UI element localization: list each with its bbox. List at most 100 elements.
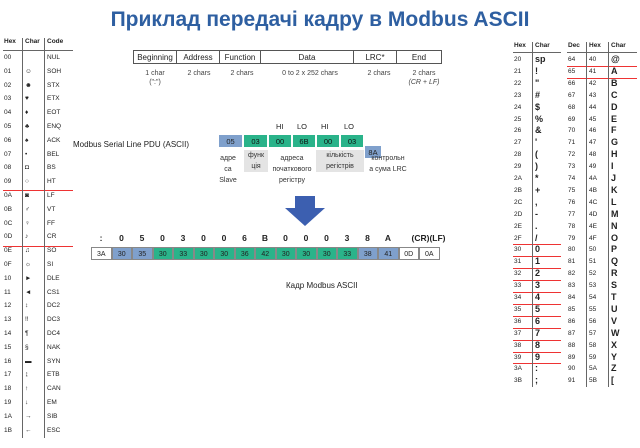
table-row: 82 52 R — [568, 268, 618, 279]
table-header: Hex — [589, 42, 601, 49]
size-lrc: 2 chars — [367, 70, 391, 77]
frame-hex-cell: 30 — [111, 247, 132, 260]
frame-char: 0 — [221, 233, 227, 243]
table-row: 22 " — [514, 77, 540, 88]
table-header: Dec — [568, 42, 580, 49]
frame-char: 8 — [365, 233, 370, 243]
table-row: 05 ♣ ENQ — [4, 123, 62, 130]
table-row: 65 41 A — [568, 65, 618, 76]
table-row: 15 § NAK — [4, 343, 61, 351]
frame-char: 0 — [201, 233, 206, 243]
size-end-2: (CR + LF) — [408, 79, 440, 86]
page-title: Приклад передачі кадру в Modbus ASCII — [110, 8, 530, 31]
table-row: 04 ♦ EOT — [4, 109, 61, 117]
table-row: 75 4B K — [568, 184, 618, 195]
table-row: 24 $ — [514, 101, 541, 112]
ascii-table-letters: Dec Hex Char 64 40 @65 41 A 66 42 B 67 43 C 68 44 D 69 45 E… — [567, 42, 637, 397]
frame-hex-cell: 30 — [152, 247, 173, 260]
frame-char: 6 — [242, 233, 247, 243]
table-row: 72 48 H — [568, 149, 618, 160]
table-row: 1B ← ESC — [4, 426, 61, 434]
table-row: 13 ‼ DC3 — [4, 316, 61, 324]
table-row: 86 56 V — [568, 315, 618, 326]
table-row: 03 ♥ ETX — [4, 95, 60, 103]
table-row: 01 ☺ SOH — [4, 67, 62, 75]
table-row: 28( — [514, 149, 538, 160]
frame-char: (CR)(LF) — [411, 233, 446, 243]
frame-hex-cell: 33 — [337, 247, 358, 260]
table-row: 36 6 — [514, 315, 541, 326]
frame-hex-cell: 30 — [316, 247, 337, 260]
frame-hex-cell: 0D — [398, 247, 419, 260]
hi-label-count: HI — [321, 122, 329, 131]
table-row: 07 • BEL — [4, 150, 60, 158]
table-header: Char — [25, 38, 40, 45]
table-row: 35 5 — [514, 303, 541, 314]
frame-hex-cell: 3A — [91, 247, 112, 260]
frame-char: 0 — [324, 233, 329, 243]
table-row: 23 # — [514, 89, 541, 100]
frame-char: : — [99, 233, 103, 243]
table-row: 84 54 T — [568, 292, 617, 302]
frame-char: 0 — [283, 233, 288, 243]
table-row: 79 4F O — [568, 232, 619, 243]
frame-header-address: Address — [176, 50, 220, 64]
table-row: 3A: — [514, 363, 538, 374]
table-row: 88 58 X — [568, 339, 618, 350]
frame-hex-cell: 41 — [378, 247, 399, 260]
ascii-table-control: Hex Char Code 00 NUL 01 ☺ SOH 02 ☻ STX 03 ♥ ETX 04 ♦ EOT… — [3, 38, 73, 439]
table-row: 00 NUL — [4, 54, 61, 61]
table-row: 10 ► DLE — [4, 274, 60, 282]
frame-char: 0 — [160, 233, 165, 243]
table-header: Char — [535, 42, 550, 49]
table-row: 71 47 G — [568, 137, 619, 148]
frame-char: 3 — [180, 233, 186, 243]
table-row: 2E. — [514, 220, 538, 231]
table-row: 83 53 S — [568, 280, 618, 291]
desc-lrc-checksum: контрольн а сума LRC — [369, 155, 407, 173]
lo-label-address: LO — [297, 122, 308, 131]
table-row: 2B + — [514, 184, 541, 195]
frame-hex-cell: 30 — [275, 247, 296, 260]
table-header: Char — [611, 42, 626, 49]
table-row: 64 40 @ — [568, 54, 620, 64]
table-row: 12 ↕ DC2 — [4, 302, 61, 310]
table-row: 19 ↓ EM — [4, 399, 57, 406]
table-row: 33 3 — [514, 280, 541, 291]
frame-hex-cell: 30 — [214, 247, 235, 260]
table-row: 69 45 E — [568, 113, 618, 124]
frame-hex-cell: 36 — [234, 247, 255, 260]
table-row: 31 1 — [514, 256, 541, 267]
table-row: 0F ☼ SI — [4, 261, 54, 268]
table-row: 76 4C L — [568, 196, 617, 207]
frame-hex-cell: 33 — [173, 247, 194, 260]
table-row: 09 ○ HT — [4, 178, 56, 186]
frame-char: 3 — [344, 233, 350, 243]
table-row: 34 4 — [514, 292, 541, 302]
desc-start-register: адреса початкового регістру — [272, 155, 312, 184]
table-row: 20 sp — [514, 54, 546, 64]
table-row: 08 ◘ BS — [4, 164, 56, 172]
table-row: 2C, — [514, 196, 538, 207]
table-row: 0D ♪ CR — [4, 233, 57, 241]
frame-hex-cell: 30 — [296, 247, 317, 260]
table-row: 78 4E N — [568, 220, 618, 231]
pdu-label: Modbus Serial Line PDU (ASCII) — [73, 140, 190, 149]
table-row: 39 9 — [514, 351, 541, 362]
frame-char: 0 — [303, 233, 309, 243]
size-end-1: 2 chars — [412, 70, 436, 77]
size-beginning-1: 1 char — [145, 70, 165, 77]
table-row: 16 ▬ SYN — [4, 357, 61, 365]
table-header: Code — [47, 38, 64, 45]
size-beginning-2: (":") — [149, 79, 161, 86]
table-row: 81 51 Q — [568, 256, 619, 267]
table-row: 80 50 P — [568, 244, 618, 255]
frame-hex-cell: 0A — [419, 247, 440, 260]
table-row: 90 5A Z — [568, 363, 617, 374]
table-header: Hex — [4, 38, 16, 45]
ascii-table-symbols: Hex Char 20 sp 21! 22 " 23 #24 $25% 26 & 27 ' 28(29) 2A… — [513, 42, 561, 397]
table-row: 17 ↨ ETB — [4, 371, 60, 379]
desc-slave-address: адре са Slave — [219, 155, 237, 184]
table-row: 32 2 — [514, 268, 541, 279]
table-row: 0E ♫ SO — [4, 247, 57, 255]
